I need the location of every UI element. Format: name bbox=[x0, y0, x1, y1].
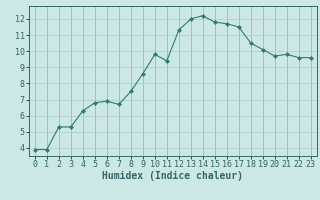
X-axis label: Humidex (Indice chaleur): Humidex (Indice chaleur) bbox=[102, 171, 243, 181]
